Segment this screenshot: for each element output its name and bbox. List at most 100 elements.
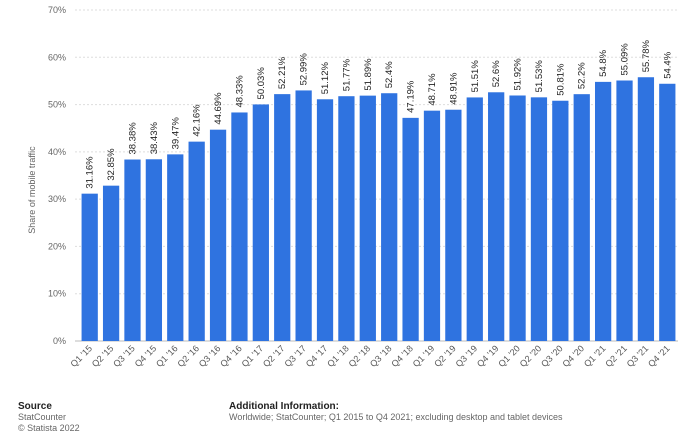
y-axis-label: Share of mobile traffic — [27, 146, 37, 234]
x-tick-label: Q3 '16 — [197, 343, 223, 369]
x-tick-label: Q1 '19 — [411, 343, 437, 369]
value-label: 51.51% — [470, 60, 481, 93]
x-tick-label: Q4 '19 — [475, 343, 501, 369]
y-tick-label: 40% — [48, 147, 66, 157]
value-label: 42.16% — [192, 104, 203, 137]
x-tick-label: Q1 '17 — [240, 343, 266, 369]
bar[interactable] — [488, 92, 505, 341]
x-tick-label: Q1 '16 — [154, 343, 180, 369]
bar[interactable] — [402, 117, 419, 342]
bar[interactable] — [466, 97, 483, 342]
bar[interactable] — [102, 185, 120, 341]
copyright: © Statista 2022 — [18, 423, 80, 433]
bar[interactable] — [145, 159, 163, 341]
value-label: 52.4% — [384, 61, 395, 88]
value-label: 51.12% — [320, 62, 331, 95]
x-tick-label: Q2 '20 — [518, 343, 544, 369]
value-label: 32.85% — [106, 148, 117, 181]
x-tick-label: Q2 '19 — [432, 343, 458, 369]
y-tick-label: 30% — [48, 194, 66, 204]
bar[interactable] — [423, 110, 441, 341]
x-tick-label: Q1 '21 — [582, 343, 608, 369]
bar[interactable] — [509, 95, 526, 341]
bar[interactable] — [594, 81, 612, 342]
y-tick-label: 50% — [48, 100, 66, 110]
value-label: 38.43% — [149, 122, 160, 155]
value-label: 47.19% — [406, 80, 417, 113]
value-label: 52.2% — [577, 62, 588, 89]
bar[interactable] — [81, 193, 98, 341]
bar[interactable] — [338, 96, 355, 341]
x-tick-label: Q2 '15 — [90, 343, 116, 369]
value-label: 50.03% — [256, 67, 267, 100]
value-label: 51.89% — [363, 58, 374, 91]
value-label: 39.47% — [170, 117, 181, 150]
bar[interactable] — [231, 112, 248, 341]
y-tick-label: 20% — [48, 241, 66, 251]
bar-chart: 0% 10% 20% 30% 40% 50% 60% 70% 31.16% 32.85% 38.3… — [48, 5, 678, 369]
x-tick-label: Q4 '15 — [133, 343, 159, 369]
bar[interactable] — [659, 83, 676, 341]
bar[interactable] — [445, 109, 462, 341]
x-tick-label: Q2 '16 — [175, 343, 201, 369]
bar[interactable] — [316, 99, 334, 342]
x-tick-label: Q1 '18 — [325, 343, 351, 369]
x-tick-label: Q4 '20 — [561, 343, 587, 369]
bar[interactable] — [552, 100, 569, 341]
bar[interactable] — [530, 97, 548, 341]
value-label: 55.09% — [620, 43, 631, 76]
source-heading: Source — [18, 401, 52, 412]
value-label: 55.78% — [641, 39, 652, 72]
bar[interactable] — [295, 90, 312, 341]
value-label: 48.91% — [448, 72, 459, 105]
value-label: 51.53% — [534, 60, 545, 93]
info-text: Worldwide; StatCounter; Q1 2015 to Q4 20… — [229, 412, 563, 422]
bar[interactable] — [124, 159, 141, 341]
x-tick-label: Q3 '17 — [282, 343, 308, 369]
source-name[interactable]: StatCounter — [18, 412, 67, 422]
value-label: 51.77% — [341, 58, 352, 91]
x-tick-label: Q3 '18 — [368, 343, 394, 369]
bar[interactable] — [209, 129, 227, 341]
x-tick-label: Q1 '20 — [496, 343, 522, 369]
value-label: 48.71% — [427, 73, 438, 106]
value-label: 51.92% — [513, 58, 524, 91]
x-tick-label: Q1 '15 — [68, 343, 94, 369]
bar[interactable] — [252, 104, 269, 342]
x-tick-label: Q4 '18 — [389, 343, 415, 369]
x-tick-label: Q2 '17 — [261, 343, 287, 369]
x-tick-label: Q4 '17 — [304, 343, 330, 369]
x-tick-label: Q2 '18 — [347, 343, 373, 369]
bar[interactable] — [616, 80, 633, 342]
bars — [81, 77, 676, 342]
footer-additional-info: Additional Information: Worldwide; StatC… — [229, 401, 563, 423]
x-tick-label: Q3 '21 — [625, 343, 651, 369]
value-label: 54.4% — [662, 51, 673, 78]
y-tick-label: 60% — [48, 52, 66, 62]
value-label: 52.6% — [491, 60, 502, 87]
bar[interactable] — [573, 94, 590, 341]
bar[interactable] — [381, 93, 398, 341]
value-label: 50.81% — [555, 63, 566, 96]
value-label: 31.16% — [85, 156, 96, 189]
x-tick-label: Q2 '21 — [603, 343, 629, 369]
bar[interactable] — [359, 95, 376, 341]
y-tick-label: 70% — [48, 5, 66, 15]
x-tick-label: Q4 '21 — [646, 343, 672, 369]
info-heading: Additional Information: — [229, 401, 339, 412]
bar[interactable] — [167, 154, 184, 341]
value-label: 38.38% — [127, 122, 138, 155]
bar[interactable] — [188, 141, 205, 341]
value-label: 48.33% — [234, 75, 245, 108]
x-tick-label: Q3 '20 — [539, 343, 565, 369]
value-label: 52.99% — [299, 53, 310, 86]
value-labels: 31.16% 32.85% 38.38% 38.43% 39.47% 42.16% 44.6… — [85, 39, 674, 188]
y-tick-label: 10% — [48, 289, 66, 299]
x-tick-label: Q3 '19 — [454, 343, 480, 369]
bar[interactable] — [274, 94, 291, 342]
x-tick-label: Q3 '15 — [111, 343, 137, 369]
value-label: 54.8% — [598, 49, 609, 76]
bar[interactable] — [637, 77, 655, 341]
y-tick-label: 0% — [53, 336, 66, 346]
